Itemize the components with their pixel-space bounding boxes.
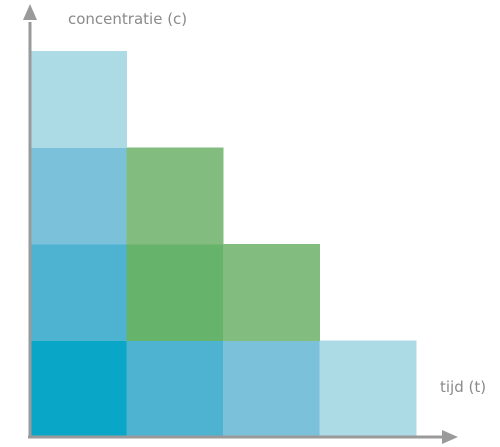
block-col3-row0 bbox=[319, 340, 417, 438]
block-col0-row2 bbox=[30, 147, 127, 245]
y-axis-label: concentratie (c) bbox=[68, 10, 187, 28]
block-col1-row0 bbox=[126, 340, 224, 438]
x-axis-label: tijd (t) bbox=[440, 378, 486, 396]
staircase-blocks bbox=[30, 51, 417, 438]
block-col0-row1 bbox=[30, 244, 127, 341]
block-col0-row0 bbox=[30, 340, 127, 438]
block-col2-row1 bbox=[223, 244, 320, 341]
block-col1-row2 bbox=[126, 147, 224, 245]
block-col2-row0 bbox=[223, 340, 320, 438]
block-col0-row3 bbox=[30, 51, 127, 148]
y-axis-arrowhead bbox=[23, 4, 37, 20]
block-col1-row1 bbox=[126, 244, 224, 341]
x-axis-arrowhead bbox=[442, 430, 458, 444]
